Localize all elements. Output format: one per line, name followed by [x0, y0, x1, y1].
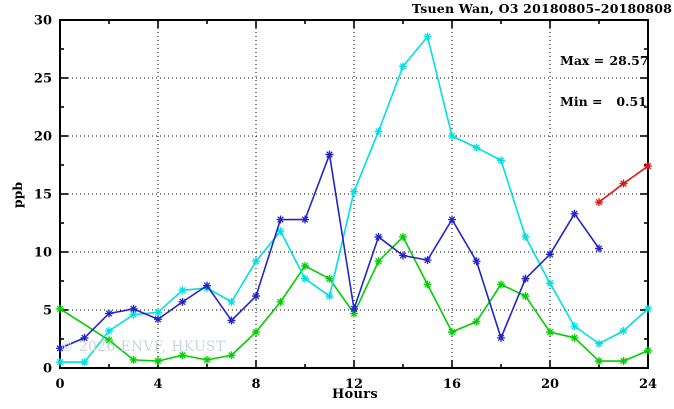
y-tick-label: 10 [34, 246, 52, 261]
legend-row-min: Min = 0.51 [560, 93, 649, 109]
series-markers-day-cyan [56, 32, 652, 367]
y-axis-label: ppb [10, 181, 25, 209]
legend-min-value: 0.51 [616, 93, 647, 109]
y-tick-label: 25 [34, 72, 52, 87]
y-tick-label: 20 [34, 130, 52, 145]
legend-min-label: Min = [560, 93, 607, 109]
series-markers-day-red [595, 162, 652, 207]
x-tick-label: 4 [153, 377, 162, 392]
x-tick-label: 24 [639, 377, 657, 392]
x-tick-label: 16 [443, 377, 461, 392]
legend-box: Max = 28.57 Min = 0.51 [560, 27, 649, 135]
y-tick-label: 15 [34, 188, 52, 203]
series-markers-day-green [56, 232, 652, 366]
y-tick-label: 30 [34, 14, 52, 29]
legend-max-value: 28.57 [609, 53, 649, 68]
series-line-day-green [59, 236, 649, 362]
legend-max-label: Max = [560, 53, 609, 68]
x-tick-label: 8 [251, 377, 260, 392]
x-tick-label: 20 [541, 377, 559, 392]
series-line-day-blue [59, 153, 600, 350]
x-axis-label: Hours [331, 387, 379, 402]
y-tick-label: 5 [43, 304, 52, 319]
legend-row-max: Max = 28.57 [560, 54, 649, 68]
chart-title: Tsuen Wan, O3 20180805–20180808 [411, 1, 672, 16]
watermark: © 2026 ENVF, HKUST [60, 339, 226, 355]
x-tick-label: 0 [55, 377, 64, 392]
y-tick-label: 0 [43, 362, 52, 377]
series-markers-day-blue [56, 150, 603, 353]
x-tick-label: 12 [345, 377, 363, 392]
